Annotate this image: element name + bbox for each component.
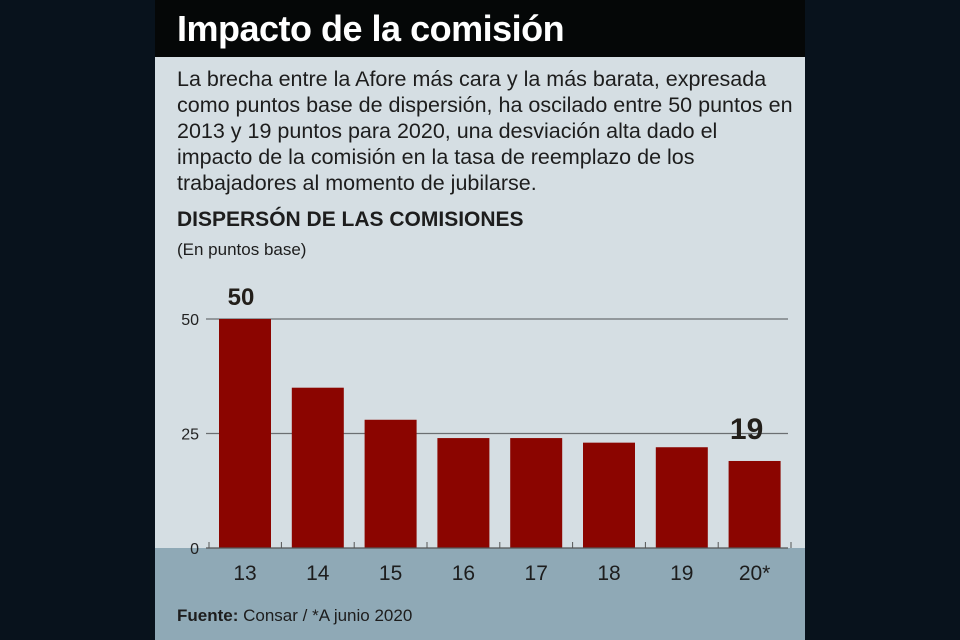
- x-tick-label: 13: [233, 562, 256, 585]
- x-tick-label: 16: [452, 562, 475, 585]
- x-tick-label: 14: [306, 562, 330, 585]
- y-tick-label: 25: [181, 427, 199, 444]
- source-note: Fuente: Consar / *A junio 2020: [177, 606, 412, 626]
- y-tick-label: 50: [181, 312, 199, 329]
- bar: [291, 387, 344, 548]
- x-tick-label: 20*: [739, 562, 771, 585]
- data-label: 19: [730, 413, 763, 446]
- chart-title: DISPERSÓN DE LAS COMISIONES: [177, 208, 524, 231]
- data-label: 50: [228, 284, 255, 311]
- chart-subtitle: (En puntos base): [177, 240, 307, 259]
- x-tick-label: 18: [597, 562, 620, 585]
- bar: [510, 438, 563, 548]
- footer-band: [155, 548, 805, 640]
- bar: [219, 319, 271, 548]
- page-title: Impacto de la comisión: [177, 8, 565, 49]
- bar: [583, 442, 635, 548]
- description: La brecha entre la Afore más cara y la m…: [177, 67, 793, 195]
- bar: [364, 419, 417, 548]
- x-tick-label: 19: [670, 562, 693, 585]
- bar: [728, 460, 781, 548]
- x-tick-label: 15: [379, 562, 402, 585]
- infographic-panel: Impacto de la comisión La brecha entre l…: [155, 0, 805, 640]
- y-tick-label: 0: [190, 541, 199, 558]
- bar: [655, 447, 708, 548]
- x-tick-label: 17: [525, 562, 548, 585]
- source-label: Fuente:: [177, 606, 239, 625]
- title-bar: Impacto de la comisión: [155, 0, 805, 57]
- source-text: Consar / *A junio 2020: [238, 606, 413, 625]
- bar: [437, 438, 490, 548]
